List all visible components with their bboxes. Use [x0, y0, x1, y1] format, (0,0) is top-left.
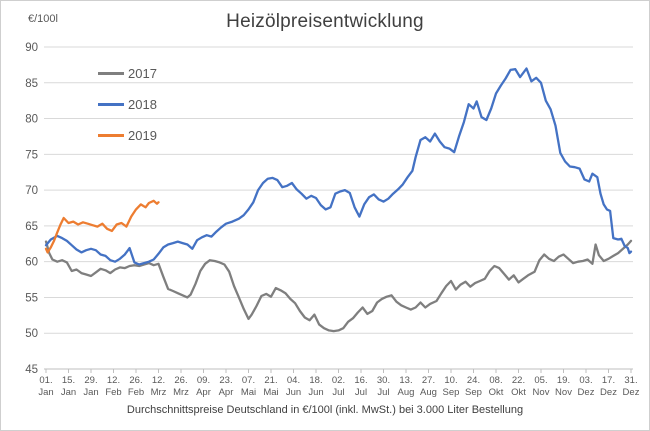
chart-caption: Durchschnittspreise Deutschland in €/100… [126, 404, 524, 416]
x-tick-label: 18. Jun [308, 375, 323, 398]
chart-title: Heizölpreisentwicklung [226, 11, 424, 32]
y-tick-label-60: 60 [25, 257, 38, 269]
legend-label-2019: 2019 [128, 127, 157, 143]
legend-label-2018: 2018 [128, 96, 157, 112]
x-tick-label: 31. Dez [623, 375, 640, 398]
y-tick-label-80: 80 [25, 114, 38, 126]
x-tick-label: 27. Aug [420, 375, 437, 398]
y-tick-label-45: 45 [25, 364, 38, 376]
y-axis-unit-label: €/100l [28, 13, 58, 25]
x-tick-label: 03. Dez [578, 375, 595, 398]
legend-line-swatch-2017 [98, 71, 124, 75]
x-tick-label: 21. Mai [263, 375, 278, 398]
legend-item-2018[interactable]: 2018 [98, 96, 157, 112]
x-tick-label: 05. Nov [533, 375, 550, 398]
x-tick-label: 04. Jun [286, 375, 301, 398]
legend-item-2019[interactable]: 2019 [98, 127, 157, 143]
series-line-2018 [44, 67, 633, 266]
x-tick-label: 30. Jul [377, 375, 390, 398]
x-tick-label: 26. Feb [128, 375, 144, 398]
y-tick-label-70: 70 [25, 185, 38, 197]
y-tick-label-85: 85 [25, 78, 38, 90]
y-tick-label-55: 55 [25, 292, 38, 304]
x-tick-label: 16. Jul [354, 375, 367, 398]
legend-line-swatch-2019 [98, 133, 124, 137]
x-tick-label: 24. Sep [465, 375, 482, 398]
y-tick-label-75: 75 [25, 149, 38, 161]
x-tick-label: 22. Okt [511, 375, 526, 398]
x-tick-label: 13. Aug [398, 375, 415, 398]
x-tick-label: 12. Feb [105, 375, 121, 398]
x-tick-label: 08. Okt [489, 375, 504, 398]
x-tick-label: 09. Apr [196, 375, 211, 398]
x-tick-label: 15. Jan [61, 375, 76, 398]
legend-line-swatch-2018 [98, 102, 124, 106]
x-tick-label: 01. Jan [38, 375, 53, 398]
x-tick-label: 19. Nov [555, 375, 572, 398]
x-tick-label: 02. Jul [332, 375, 345, 398]
legend-item-2017[interactable]: 2017 [98, 65, 157, 81]
x-tick-label: 12. Mrz [151, 375, 167, 398]
x-tick-label: 23. Apr [219, 375, 234, 398]
series-line-2019 [44, 199, 160, 254]
x-tick-label: 26. Mrz [173, 375, 189, 398]
x-tick-label: 07. Mai [241, 375, 256, 398]
legend-label-2017: 2017 [128, 65, 157, 81]
legend: 2017 2018 2019 [98, 65, 157, 158]
y-tick-label-65: 65 [25, 221, 38, 233]
y-tick-label-90: 90 [25, 42, 38, 54]
series-line-2017 [44, 239, 633, 333]
x-tick-label: 17. Dez [600, 375, 617, 398]
x-tick-label: 10. Sep [443, 375, 460, 398]
y-tick-label-50: 50 [25, 328, 38, 340]
x-tick-label: 29. Jan [83, 375, 98, 398]
